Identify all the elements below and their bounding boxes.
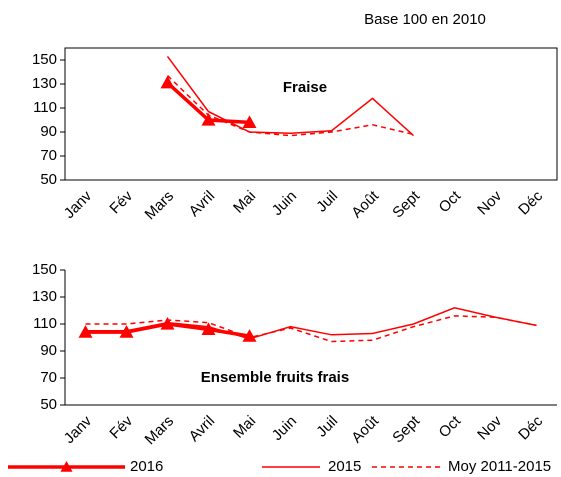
x-tick-label: Sept <box>389 187 423 221</box>
x-tick-label: Mai <box>230 188 259 217</box>
point-marker <box>201 322 216 335</box>
chart-title: Ensemble fruits frais <box>201 369 349 386</box>
series-line <box>166 55 415 137</box>
series-line <box>85 307 537 340</box>
point-marker <box>160 317 175 330</box>
y-tick-label: 50 <box>40 396 57 413</box>
y-tick-label: 70 <box>40 147 57 164</box>
x-tick-label: Mars <box>142 413 178 449</box>
x-tick-label: Fév <box>106 412 136 442</box>
y-tick-label: 150 <box>32 261 57 278</box>
x-tick-label: Oct <box>436 412 465 441</box>
subtitle: Base 100 en 2010 <box>364 11 486 28</box>
x-tick-label: Janv <box>61 412 96 447</box>
x-tick-label: Juil <box>313 413 341 441</box>
legend-marker <box>60 461 73 472</box>
y-tick-label: 130 <box>32 288 57 305</box>
point-marker <box>242 115 257 128</box>
x-tick-label: Juil <box>313 188 341 216</box>
x-tick-label: Août <box>348 187 382 221</box>
y-tick-label: 130 <box>32 75 57 92</box>
x-tick-label: Avril <box>186 413 218 445</box>
point-marker <box>242 329 257 342</box>
x-tick-label: Avril <box>186 188 218 220</box>
legend-label: 2016 <box>130 458 163 475</box>
y-tick-label: 70 <box>40 369 57 386</box>
y-tick-label: 50 <box>40 171 57 188</box>
x-tick-label: Nov <box>474 412 505 443</box>
x-tick-label: Fév <box>106 187 136 217</box>
chart-title: Fraise <box>283 79 327 96</box>
x-tick-label: Déc <box>515 187 546 218</box>
legend-label: 2015 <box>328 458 361 475</box>
x-tick-label: Déc <box>515 412 546 443</box>
x-tick-label: Mai <box>230 413 259 442</box>
y-tick-label: 110 <box>33 315 57 332</box>
point-marker <box>119 325 134 338</box>
y-tick-label: 110 <box>33 99 57 116</box>
x-tick-label: Oct <box>436 187 465 216</box>
series-line <box>85 315 537 343</box>
x-tick-label: Mars <box>142 188 178 224</box>
x-tick-label: Juin <box>269 188 300 219</box>
x-tick-label: Août <box>348 412 382 446</box>
point-marker <box>201 113 216 126</box>
x-tick-label: Juin <box>269 413 300 444</box>
y-tick-label: 150 <box>32 51 57 68</box>
point-marker <box>78 325 93 338</box>
plot-frame <box>64 47 558 181</box>
y-tick-label: 90 <box>40 342 57 359</box>
y-tick-label: 90 <box>40 123 57 140</box>
x-tick-label: Nov <box>474 187 505 218</box>
x-tick-label: Janv <box>61 187 96 222</box>
legend-label: Moy 2011-2015 <box>448 458 551 475</box>
point-marker <box>160 75 175 89</box>
x-tick-label: Sept <box>389 412 423 446</box>
